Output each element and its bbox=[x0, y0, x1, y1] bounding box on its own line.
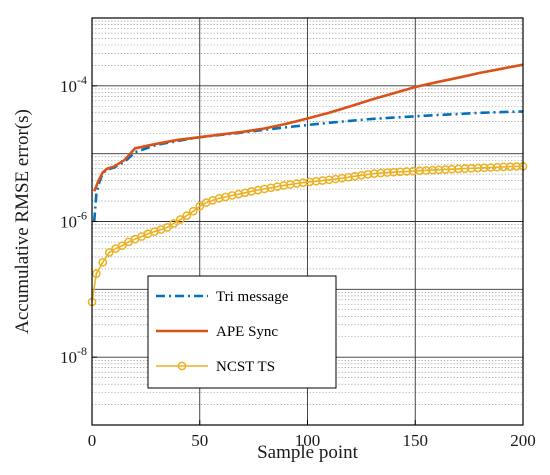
series-marker bbox=[91, 269, 101, 279]
legend-label: APE Sync bbox=[216, 324, 278, 340]
y-tick-label: 10-8 bbox=[60, 344, 87, 367]
legend-label: Tri message bbox=[216, 289, 289, 305]
series-marker bbox=[117, 241, 127, 251]
y-tick-label: 10-6 bbox=[60, 209, 87, 232]
series-line-1 bbox=[93, 63, 524, 192]
x-tick-label: 50 bbox=[191, 431, 208, 450]
series-marker bbox=[169, 218, 179, 228]
y-axis-title: Accumulative RMSE error(s) bbox=[12, 109, 33, 334]
x-tick-label: 100 bbox=[295, 431, 321, 450]
legend: Tri message APE Sync NCST TS bbox=[147, 275, 337, 389]
series-marker bbox=[163, 222, 172, 232]
series-marker bbox=[176, 215, 185, 224]
x-tick-label: 0 bbox=[88, 431, 97, 450]
x-axis-title: Sample point bbox=[257, 442, 359, 463]
series-marker bbox=[195, 201, 205, 211]
legend-label: NCST TS bbox=[216, 359, 275, 375]
series-area bbox=[87, 63, 528, 307]
series-marker bbox=[104, 248, 114, 257]
y-tick-label: 10-4 bbox=[60, 73, 87, 96]
series-marker bbox=[182, 211, 192, 220]
series-line-0 bbox=[92, 110, 524, 222]
axis-ticks: 0 50 100 150 200 10-8 10-6 10-4 bbox=[60, 73, 536, 450]
series-marker bbox=[98, 257, 108, 267]
x-tick-label: 150 bbox=[403, 431, 429, 450]
x-tick-label: 200 bbox=[510, 431, 536, 450]
legend-marker bbox=[177, 361, 187, 371]
series-marker bbox=[188, 206, 198, 216]
